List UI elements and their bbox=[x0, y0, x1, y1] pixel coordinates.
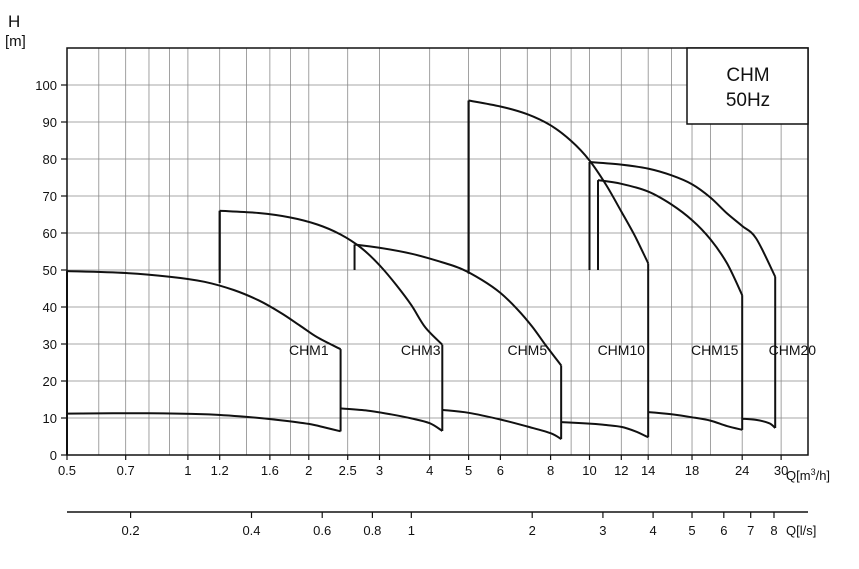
x-axis-unit-sup: 3 bbox=[811, 467, 816, 477]
lower-curve-chm1 bbox=[66, 412, 341, 433]
y-axis-unit: [m] bbox=[5, 33, 26, 50]
series-labels: CHM1 CHM3 CHM5 CHM10 CHM15 CHM20 bbox=[289, 342, 816, 358]
x-tick-label: 12 bbox=[614, 463, 628, 478]
ls-tick-label: 0.4 bbox=[242, 523, 260, 538]
ls-tick-label: 1 bbox=[408, 523, 415, 538]
upper-curve-chm10 bbox=[468, 99, 650, 264]
x-tick-label: 6 bbox=[497, 463, 504, 478]
ls-axis-unit: Q[l/s] bbox=[786, 523, 816, 538]
upper-curve-chm1 bbox=[66, 270, 342, 351]
ls-tick-label: 0.2 bbox=[122, 523, 140, 538]
x-tick-label: 2 bbox=[305, 463, 312, 478]
series-chm15 bbox=[597, 179, 744, 431]
x-tick-label: 1 bbox=[184, 463, 191, 478]
series-label-chm10: CHM10 bbox=[598, 342, 646, 358]
lower-curve-chm3 bbox=[340, 407, 443, 432]
x-axis-unit-m3h: Q[m3/h] bbox=[786, 467, 830, 483]
ls-tick-label: 5 bbox=[688, 523, 695, 538]
upper-curve-chm5 bbox=[354, 243, 562, 367]
x-tick-label: 8 bbox=[547, 463, 554, 478]
series-chm1 bbox=[66, 270, 342, 433]
series-label-chm15: CHM15 bbox=[691, 342, 739, 358]
x-axis-unit-tail: /h] bbox=[816, 468, 830, 483]
series-chm3 bbox=[218, 209, 444, 432]
series-label-chm20: CHM20 bbox=[769, 342, 817, 358]
y-tick-label: 80 bbox=[43, 152, 57, 167]
y-axis-symbol: H bbox=[8, 12, 20, 31]
ls-tick-label: 0.6 bbox=[313, 523, 331, 538]
x-tick-label: 5 bbox=[465, 463, 472, 478]
y-axis-ticks: 0 10 20 30 40 50 60 70 80 90 100 bbox=[35, 78, 67, 463]
series-label-chm3: CHM3 bbox=[401, 342, 441, 358]
y-tick-label: 60 bbox=[43, 226, 57, 241]
ls-tick-label: 6 bbox=[720, 523, 727, 538]
ls-tick-label: 2 bbox=[529, 523, 536, 538]
y-tick-label: 90 bbox=[43, 115, 57, 130]
y-tick-label: 30 bbox=[43, 337, 57, 352]
title-box: CHM 50Hz bbox=[686, 47, 809, 125]
ls-tick-label: 0.8 bbox=[363, 523, 381, 538]
x-tick-label: 24 bbox=[735, 463, 749, 478]
upper-curve-chm20 bbox=[589, 161, 777, 278]
title-line-1: CHM bbox=[726, 65, 769, 86]
y-tick-label: 40 bbox=[43, 300, 57, 315]
x-tick-label: 30 bbox=[774, 463, 788, 478]
ls-tick-label: 7 bbox=[747, 523, 754, 538]
lower-curve-chm10 bbox=[561, 421, 649, 439]
series-label-chm1: CHM1 bbox=[289, 342, 329, 358]
y-tick-label: 20 bbox=[43, 374, 57, 389]
title-line-2: 50Hz bbox=[726, 90, 770, 111]
upper-curve-chm3 bbox=[219, 209, 444, 346]
series-chm5 bbox=[353, 243, 563, 440]
x-tick-label: 2.5 bbox=[339, 463, 357, 478]
y-tick-label: 0 bbox=[50, 448, 57, 463]
x-tick-label: 10 bbox=[582, 463, 596, 478]
ls-tick-label: 3 bbox=[599, 523, 606, 538]
y-tick-label: 100 bbox=[35, 78, 57, 93]
x-tick-label: 18 bbox=[685, 463, 699, 478]
x-tick-label: 0.7 bbox=[117, 463, 135, 478]
ls-tick-label: 8 bbox=[770, 523, 777, 538]
lower-curve-chm20 bbox=[742, 417, 776, 429]
ls-tick-label: 4 bbox=[649, 523, 656, 538]
lower-curve-chm15 bbox=[648, 411, 743, 431]
x-axis-ticks: 0.5 0.7 1 1.2 1.6 2 2.5 3 4 5 6 8 10 12 14 18 24 30 bbox=[58, 455, 788, 478]
y-tick-label: 10 bbox=[43, 411, 57, 426]
y-tick-label: 70 bbox=[43, 189, 57, 204]
x-tick-label: 3 bbox=[376, 463, 383, 478]
ls-axis-ticks: 0.2 0.4 0.6 0.8 1 2 3 4 5 6 7 8 bbox=[122, 512, 778, 538]
series-chm20 bbox=[588, 161, 777, 429]
x-tick-label: 1.2 bbox=[211, 463, 229, 478]
title-box-frame bbox=[686, 47, 809, 125]
x-tick-label: 14 bbox=[641, 463, 655, 478]
plot-frame bbox=[66, 47, 809, 456]
upper-curve-chm15 bbox=[597, 179, 744, 296]
y-tick-label: 50 bbox=[43, 263, 57, 278]
x-tick-label: 4 bbox=[426, 463, 433, 478]
grid bbox=[67, 48, 809, 456]
x-tick-label: 0.5 bbox=[58, 463, 76, 478]
x-axis-unit-base: Q[m bbox=[786, 468, 811, 483]
x-tick-label: 1.6 bbox=[261, 463, 279, 478]
lower-curve-chm5 bbox=[442, 408, 562, 440]
curves bbox=[66, 99, 777, 455]
series-label-chm5: CHM5 bbox=[507, 342, 547, 358]
